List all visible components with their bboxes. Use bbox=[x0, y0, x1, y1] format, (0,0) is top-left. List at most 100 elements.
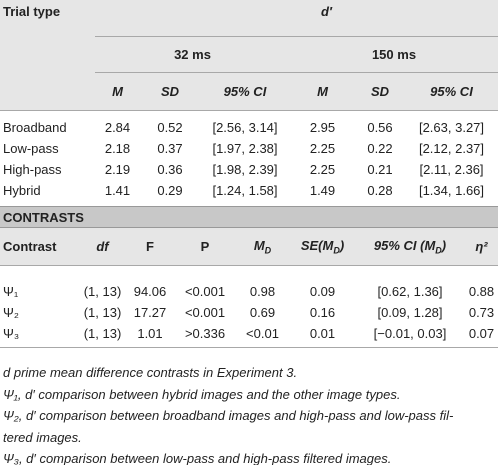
row-label: Ψ₁ bbox=[3, 283, 19, 299]
contrasts-table: CONTRASTS Contrast df F P MD SE(MD) 95% CI (MD… bbox=[0, 206, 498, 348]
cell: 0.36 bbox=[157, 162, 183, 177]
data-row: Ψ₁ (1, 13) 94.06 <0.001 0.98 0.09 [0.62, 1.36]… bbox=[0, 266, 498, 302]
data-row: High-pass 2.19 0.36 [1.98, 2.39] 2.25 0.21 [2.… bbox=[0, 159, 498, 180]
header-cell bbox=[0, 72, 95, 111]
header-cell: Contrast bbox=[0, 227, 80, 266]
band-row: CONTRASTS bbox=[0, 206, 498, 228]
cell: 94.06 bbox=[133, 283, 167, 299]
footnote: Ψ₃, d′ comparison between low-pass and h… bbox=[3, 451, 392, 465]
header-part: D bbox=[333, 245, 340, 256]
data-row: Hybrid 1.41 0.29 [1.24, 1.58] 1.49 0.28 [1.34,… bbox=[0, 180, 498, 206]
cell: <0.001 bbox=[184, 304, 226, 320]
trials-table: Trial type d′ 32 ms 150 ms M SD 95% CI M SD 9… bbox=[0, 0, 498, 206]
cell: [2.11, 2.36] bbox=[419, 162, 484, 177]
cell: (1, 13) bbox=[83, 283, 122, 299]
header-cell: M bbox=[290, 72, 355, 111]
header-cell: Trial type bbox=[3, 4, 61, 19]
header-part: D bbox=[264, 245, 272, 256]
header-cell: 32 ms bbox=[95, 36, 290, 73]
cell: [0.09, 1.28] bbox=[377, 304, 443, 320]
data-row: Low-pass 2.18 0.37 [1.97, 2.38] 2.25 0.22 [2.1… bbox=[0, 138, 498, 159]
header-row: Trial type d′ bbox=[0, 0, 498, 37]
header-cell: SD bbox=[140, 72, 200, 111]
section-title: CONTRASTS bbox=[0, 206, 498, 228]
header-cell: MD bbox=[235, 227, 290, 266]
row-label: High-pass bbox=[3, 162, 62, 177]
row-label: Hybrid bbox=[3, 183, 41, 198]
cell: 0.73 bbox=[468, 304, 495, 320]
cell: 0.88 bbox=[468, 283, 495, 299]
header-part: M bbox=[253, 237, 265, 253]
cell: <0.01 bbox=[235, 322, 290, 348]
header-cell: η² bbox=[465, 227, 498, 266]
cell: 0.69 bbox=[249, 304, 276, 320]
cell: [1.34, 1.66] bbox=[418, 183, 485, 198]
cell: 0.29 bbox=[157, 183, 183, 198]
cell: [1.24, 1.58] bbox=[212, 183, 278, 198]
row-label: Broadband bbox=[3, 120, 67, 135]
header-cell: SD bbox=[355, 72, 405, 111]
cell: 0.01 bbox=[290, 322, 355, 348]
cell: 2.95 bbox=[309, 120, 336, 135]
cell: 0.22 bbox=[367, 141, 393, 156]
cell: >0.336 bbox=[175, 322, 235, 348]
header-cell: SE(MD) bbox=[290, 227, 355, 266]
row-label: Ψ₂ bbox=[3, 304, 19, 320]
cell: 2.19 bbox=[104, 162, 131, 177]
cell: 1.49 bbox=[309, 183, 336, 198]
header-cell: M bbox=[95, 72, 140, 111]
cell: 1.41 bbox=[104, 183, 131, 198]
cell: 2.18 bbox=[104, 141, 131, 156]
cell: <0.001 bbox=[184, 283, 226, 299]
cell: 0.98 bbox=[249, 283, 276, 299]
footnote: Ψ₂, d′ comparison between broadband imag… bbox=[3, 408, 454, 423]
cell: 2.25 bbox=[309, 141, 336, 156]
footnotes: d prime mean difference contrasts in Exp… bbox=[0, 362, 498, 465]
header-part: ) bbox=[441, 237, 447, 253]
cell: 0.21 bbox=[367, 162, 393, 177]
footnote: Ψ₁, d′ comparison between hybrid images … bbox=[3, 386, 401, 402]
header-cell: 150 ms bbox=[290, 36, 498, 73]
cell: [2.12, 2.37] bbox=[418, 141, 485, 156]
header-cell: d′ bbox=[95, 0, 498, 37]
cell: 0.28 bbox=[367, 183, 393, 198]
header-row: M SD 95% CI M SD 95% CI bbox=[0, 72, 498, 111]
cell: [0.62, 1.36] bbox=[377, 283, 443, 299]
row-label: Low-pass bbox=[3, 141, 59, 156]
data-row: Ψ₃ (1, 13) 1.01 >0.336 <0.01 0.01 [−0.01, 0.03… bbox=[0, 322, 498, 348]
cell: 2.84 bbox=[104, 120, 131, 135]
header-cell: df bbox=[80, 227, 125, 266]
footnote: d prime mean difference contrasts in Exp… bbox=[3, 365, 298, 380]
header-part: D bbox=[435, 245, 442, 256]
cell: (1, 13) bbox=[80, 322, 125, 348]
cell: [2.63, 3.27] bbox=[418, 120, 485, 135]
cell: [−0.01, 0.03] bbox=[355, 322, 465, 348]
header-cell: 95% CI bbox=[200, 72, 290, 111]
cell: (1, 13) bbox=[83, 304, 122, 320]
cell: 0.16 bbox=[309, 304, 336, 320]
row-label: Ψ₃ bbox=[0, 322, 80, 348]
cell: [1.98, 2.39] bbox=[212, 162, 278, 177]
cell: 0.56 bbox=[367, 120, 393, 135]
cell: 2.25 bbox=[309, 162, 336, 177]
cell: 0.52 bbox=[157, 120, 183, 135]
header-cell: 95% CI (MD) bbox=[355, 227, 465, 266]
footnote: tered images. bbox=[3, 429, 82, 445]
data-row: Broadband 2.84 0.52 [2.56, 3.14] 2.95 0.56 [2.… bbox=[0, 110, 498, 138]
cell: 0.37 bbox=[157, 141, 183, 156]
header-cell bbox=[0, 36, 95, 72]
header-row: Contrast df F P MD SE(MD) 95% CI (MD) η² bbox=[0, 227, 498, 266]
header-cell: 95% CI bbox=[405, 72, 498, 111]
header-part: 95% CI (M bbox=[373, 237, 436, 253]
header-cell: F bbox=[125, 227, 175, 266]
header-part: ) bbox=[339, 237, 345, 253]
cell: 0.07 bbox=[465, 322, 498, 348]
cell: 0.09 bbox=[309, 283, 336, 299]
data-row: Ψ₂ (1, 13) 17.27 <0.001 0.69 0.16 [0.09, 1.28]… bbox=[0, 302, 498, 323]
header-cell: P bbox=[175, 227, 235, 266]
header-row: 32 ms 150 ms bbox=[0, 36, 498, 73]
cell: 17.27 bbox=[133, 304, 167, 320]
cell: 1.01 bbox=[125, 322, 175, 348]
cell: [1.97, 2.38] bbox=[212, 141, 278, 156]
